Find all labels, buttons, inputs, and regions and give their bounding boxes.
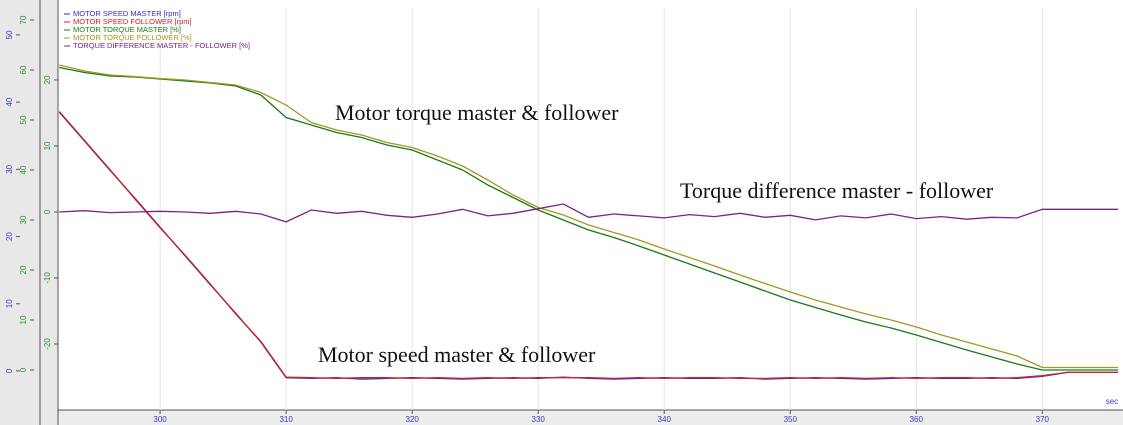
x-tick-label: 370: [1036, 415, 1050, 424]
y-tick-label: 10: [43, 141, 52, 150]
x-tick-label: 320: [405, 415, 419, 424]
y-tick-label: 30: [19, 215, 28, 224]
x-tick-label: 340: [658, 415, 672, 424]
y-tick-label: 70: [19, 15, 28, 24]
annotation: Motor speed master & follower: [318, 342, 596, 367]
y-tick-label: 40: [5, 97, 14, 106]
y-tick-label: 20: [5, 232, 14, 241]
y-tick-label: 0: [43, 209, 52, 214]
y-tick-label: 10: [19, 315, 28, 324]
y-tick-label: 50: [5, 30, 14, 39]
x-tick-label: 330: [532, 415, 546, 424]
series-line: [58, 111, 1118, 380]
annotation: Motor torque master & follower: [335, 100, 619, 125]
x-axis-panel: [58, 410, 1123, 425]
series-line: [59, 64, 1118, 369]
y-tick-label: 20: [19, 265, 28, 274]
y-tick-label: 40: [19, 165, 28, 174]
y-tick-label: 30: [5, 164, 14, 173]
y-tick-label: 10: [5, 299, 14, 308]
series-line: [58, 111, 1118, 380]
legend-label: MOTOR TORQUE MASTER [%]: [73, 25, 181, 34]
annotation: Torque difference master - follower: [680, 178, 994, 203]
x-tick-label: 300: [153, 415, 167, 424]
y-tick-label: 0: [5, 368, 14, 373]
series-line: [59, 66, 1118, 371]
legend-label: MOTOR SPEED MASTER [rpm]: [73, 9, 181, 18]
legend-label: MOTOR SPEED FOLLOWER [rpm]: [73, 17, 192, 26]
x-axis-label: sec: [1106, 397, 1118, 406]
series-line: [59, 203, 1118, 223]
y-tick-label: 0: [19, 367, 28, 372]
axis-panel: [0, 0, 58, 425]
y-tick-label: -20: [43, 338, 52, 350]
x-tick-label: 360: [910, 415, 924, 424]
legend-label: MOTOR TORQUE FOLLOWER [%]: [73, 33, 192, 42]
y-tick-label: 50: [19, 115, 28, 124]
y-tick-label: -10: [43, 272, 52, 284]
y-tick-label: 60: [19, 65, 28, 74]
y-tick-label: 20: [43, 75, 52, 84]
x-tick-label: 310: [279, 415, 293, 424]
x-tick-label: 350: [784, 415, 798, 424]
legend-label: TORQUE DIFFERENCE MASTER - FOLLOWER [%]: [73, 41, 250, 50]
